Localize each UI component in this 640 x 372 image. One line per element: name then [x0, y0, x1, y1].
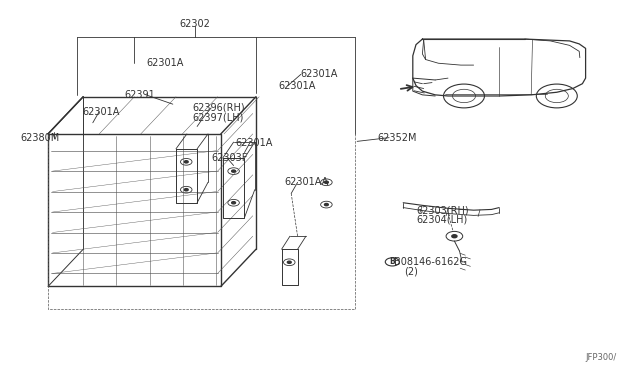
Text: 62397(LH): 62397(LH): [192, 112, 243, 122]
Text: 62380M: 62380M: [20, 133, 60, 142]
Text: 62303(RH): 62303(RH): [416, 205, 468, 215]
Text: 62301AA: 62301AA: [285, 177, 329, 187]
Text: 62301A: 62301A: [146, 58, 183, 68]
Text: 62301A: 62301A: [301, 70, 338, 79]
Text: 62396(RH): 62396(RH): [192, 103, 244, 113]
Circle shape: [184, 189, 188, 191]
Text: 62304(LH): 62304(LH): [416, 215, 467, 224]
Text: 62301A: 62301A: [82, 107, 119, 116]
Circle shape: [232, 202, 236, 204]
Circle shape: [232, 170, 236, 172]
Circle shape: [287, 261, 291, 263]
Circle shape: [184, 161, 188, 163]
Text: B: B: [390, 257, 395, 266]
Text: 62352M: 62352M: [378, 133, 417, 142]
Text: (2): (2): [404, 267, 419, 276]
Circle shape: [452, 235, 457, 238]
Text: 62301A: 62301A: [278, 81, 316, 90]
Text: 62301A: 62301A: [236, 138, 273, 148]
Text: B08146-6162G: B08146-6162G: [394, 257, 467, 267]
Text: JFP300/: JFP300/: [586, 353, 617, 362]
Text: 62302: 62302: [180, 19, 211, 29]
Circle shape: [324, 181, 328, 183]
Text: 62303F: 62303F: [211, 153, 248, 163]
Circle shape: [324, 203, 328, 206]
Text: 62391: 62391: [125, 90, 156, 100]
